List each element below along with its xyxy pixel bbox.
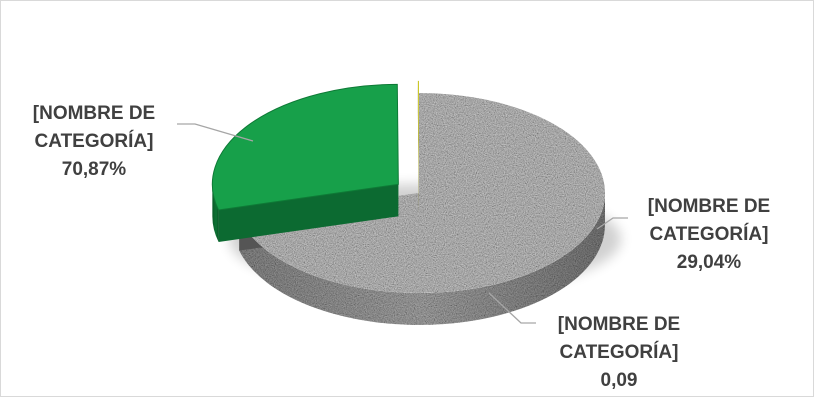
slice-label-line1: [NOMBRE DE [647,196,771,217]
slice-label-line1: [NOMBRE DE [557,314,681,335]
pie-slice [417,80,419,213]
slice-top [417,80,419,181]
slice-side [239,193,606,326]
slice-cut-face [218,184,399,242]
leader-line [596,217,628,230]
slice-top [239,93,606,293]
slice-value-label: 29,04% [676,252,742,273]
slice-label-line2: CATEGORÍA] [649,224,769,245]
leader-line [488,292,536,324]
leader-line [177,123,254,142]
slice-cut-face [417,80,419,213]
slice-top [211,83,399,211]
slice-label-line2: CATEGORÍA] [34,131,154,152]
slice-label: [NOMBRE DE CATEGORÍA] 70,87% [11,100,177,184]
slice-label-line1: [NOMBRE DE [32,103,156,124]
slice-label: [NOMBRE DE CATEGORÍA] 0,09 [538,311,700,395]
slice-label-line2: CATEGORÍA] [559,342,679,363]
slice-label: [NOMBRE DE CATEGORÍA] 29,04% [629,193,789,277]
pie-slice [211,83,399,242]
slice-value-label: 70,87% [61,159,127,180]
slice-value-label: 0,09 [600,370,638,391]
